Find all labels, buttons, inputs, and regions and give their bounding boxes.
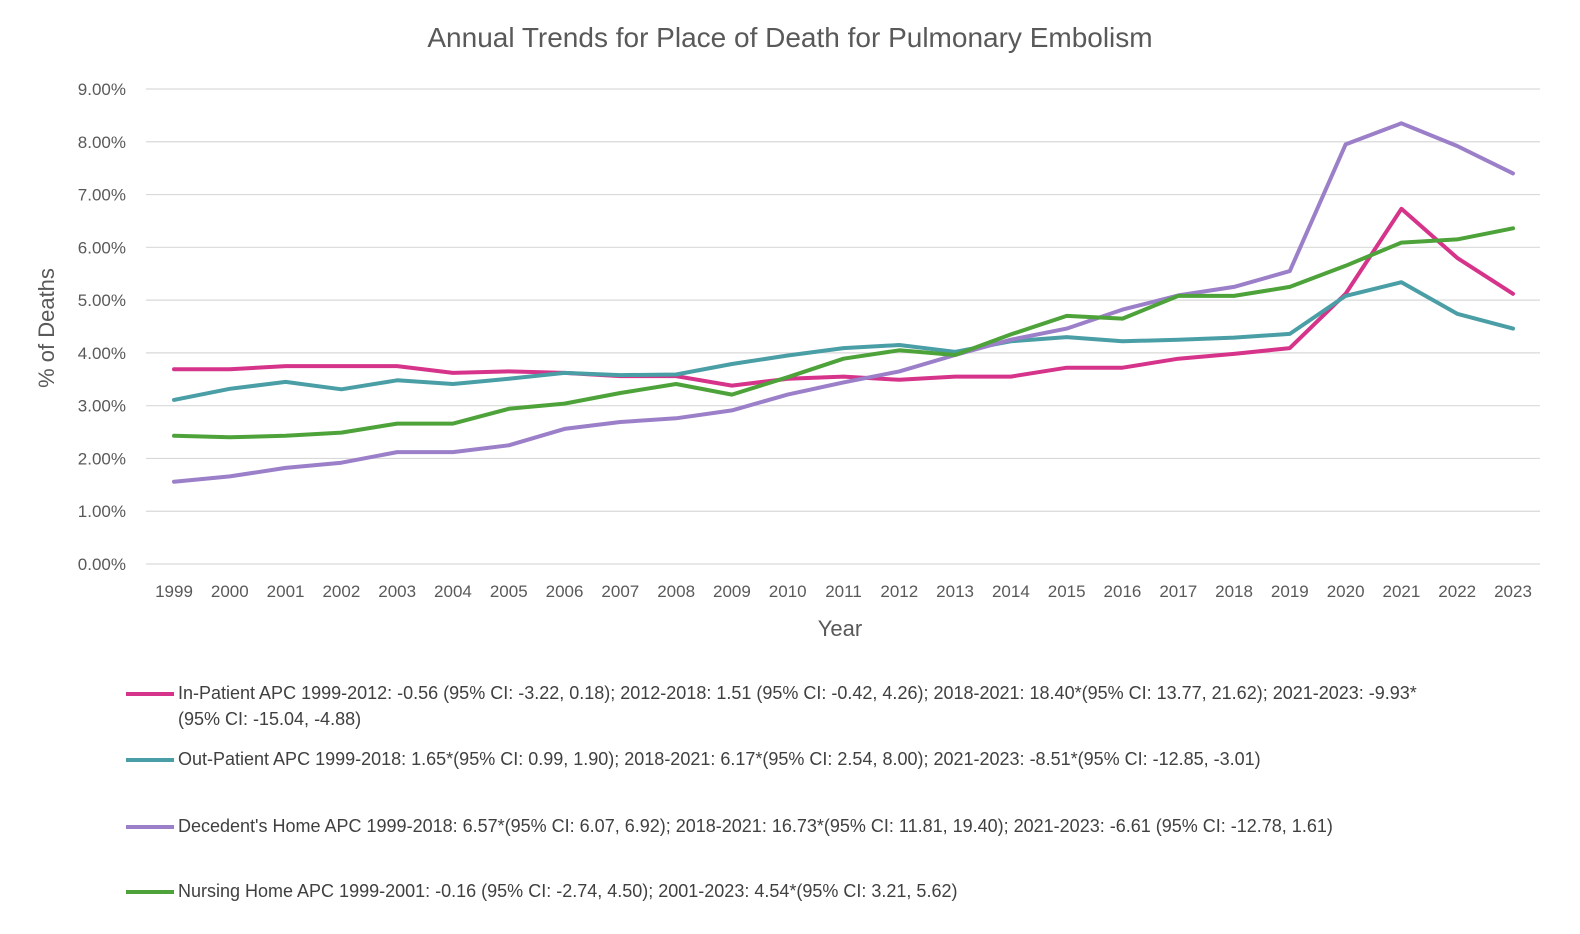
gridlines [146, 88, 1540, 565]
legend-swatch-out-patient [126, 758, 174, 762]
x-tick-label: 2014 [992, 582, 1030, 601]
x-tick-label: 2001 [267, 582, 305, 601]
legend-swatch-nursing-home [126, 890, 174, 894]
x-tick-label: 2023 [1494, 582, 1532, 601]
x-tick-label: 2019 [1271, 582, 1309, 601]
y-tick-label: 2.00% [78, 449, 126, 468]
x-tick-label: 2020 [1327, 582, 1365, 601]
legend-swatch-in-patient [126, 692, 174, 696]
x-tick-label: 2000 [211, 582, 249, 601]
y-tick-label: 6.00% [78, 238, 126, 257]
x-axis-ticks: 1999 2000 2001 2002 2003 2004 2005 2006 2007 2008… [155, 582, 1532, 601]
legend-label-decedents-home: Decedent's Home APC 1999-2018: 6.57*(95%… [178, 816, 1333, 836]
y-tick-label: 8.00% [78, 133, 126, 152]
y-tick-label: 4.00% [78, 344, 126, 363]
x-tick-label: 2013 [936, 582, 974, 601]
legend-swatch-decedents-home [126, 825, 174, 829]
series-line-in-patient [172, 206, 1515, 388]
x-tick-label: 2022 [1438, 582, 1476, 601]
legend-item-out-patient: Out-Patient APC 1999-2018: 1.65*(95% CI:… [126, 746, 1466, 772]
x-tick-label: 2007 [601, 582, 639, 601]
y-tick-label: 1.00% [78, 502, 126, 521]
y-tick-label: 0.00% [78, 555, 126, 574]
y-axis-ticks: 0.00% 1.00% 2.00% 3.00% 4.00% 5.00% 6.00% 7.00%… [78, 80, 126, 574]
y-tick-label: 3.00% [78, 397, 126, 416]
x-tick-label: 2015 [1048, 582, 1086, 601]
y-tick-label: 9.00% [78, 80, 126, 99]
series-line-out-patient [172, 280, 1515, 402]
x-tick-label: 2010 [769, 582, 807, 601]
legend-label-in-patient: In-Patient APC 1999-2012: -0.56 (95% CI:… [178, 683, 1417, 729]
legend-item-nursing-home: Nursing Home APC 1999-2001: -0.16 (95% C… [126, 878, 1466, 904]
chart-title: Annual Trends for Place of Death for Pul… [427, 22, 1153, 53]
legend-item-decedents-home: Decedent's Home APC 1999-2018: 6.57*(95%… [126, 813, 1466, 839]
x-tick-label: 2018 [1215, 582, 1253, 601]
legend-label-out-patient: Out-Patient APC 1999-2018: 1.65*(95% CI:… [178, 749, 1261, 769]
x-tick-label: 2006 [546, 582, 584, 601]
y-tick-label: 7.00% [78, 186, 126, 205]
x-tick-label: 2017 [1159, 582, 1197, 601]
x-tick-label: 2002 [322, 582, 360, 601]
x-tick-label: 2021 [1383, 582, 1421, 601]
series-line-decedents-home [172, 121, 1515, 484]
x-tick-label: 2003 [378, 582, 416, 601]
series-lines [172, 121, 1515, 484]
x-tick-label: 2005 [490, 582, 528, 601]
legend-label-nursing-home: Nursing Home APC 1999-2001: -0.16 (95% C… [178, 881, 958, 901]
x-tick-label: 1999 [155, 582, 193, 601]
x-axis-title: Year [818, 616, 862, 641]
x-tick-label: 2009 [713, 582, 751, 601]
x-tick-label: 2016 [1104, 582, 1142, 601]
x-tick-label: 2011 [825, 582, 862, 601]
y-tick-label: 5.00% [78, 291, 126, 310]
y-axis-title: % of Deaths [34, 268, 59, 388]
legend-item-in-patient: In-Patient APC 1999-2012: -0.56 (95% CI:… [126, 680, 1466, 732]
x-tick-label: 2004 [434, 582, 472, 601]
x-tick-label: 2012 [880, 582, 918, 601]
x-tick-label: 2008 [657, 582, 695, 601]
series-line-nursing-home [172, 226, 1515, 440]
